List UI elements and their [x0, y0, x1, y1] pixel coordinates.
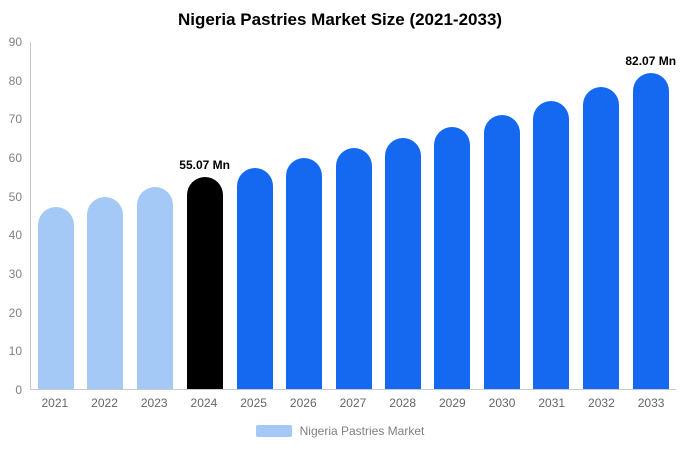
bar-column: [230, 42, 279, 389]
bar-column: 55.07 Mn: [179, 42, 230, 389]
x-tick-label: 2028: [389, 396, 416, 410]
legend-label: Nigeria Pastries Market: [299, 424, 425, 438]
bar-2026[interactable]: [286, 157, 323, 389]
x-tick-label: 2021: [41, 396, 69, 410]
bar-2021[interactable]: [37, 207, 74, 389]
x-tick-label: 2022: [91, 396, 118, 410]
bar-column: [329, 42, 378, 389]
x-tick-label: 2033: [637, 396, 665, 410]
bar-column: [428, 42, 477, 389]
bar-2029[interactable]: [434, 126, 471, 389]
bar-column: [80, 42, 129, 389]
y-tick-label: 0: [15, 383, 22, 397]
y-axis: 0 10 20 30 40 50 60 70 80 90: [0, 36, 26, 396]
plot-area: 55.07 Mn 82.07 Mn: [30, 42, 676, 390]
y-tick-label: 70: [8, 112, 22, 127]
bar-2024[interactable]: [186, 176, 223, 389]
y-tick-label: 10: [8, 344, 22, 359]
y-tick-label: 20: [8, 305, 22, 320]
x-tick-label: 2025: [240, 396, 267, 410]
x-tick-label: 2026: [289, 396, 317, 410]
bar-column: [279, 42, 328, 389]
y-tick-label: 80: [8, 73, 22, 88]
y-tick-label: 30: [8, 267, 22, 281]
bar-column: 82.07 Mn: [625, 42, 676, 389]
x-tick-label: 2030: [488, 396, 516, 410]
legend-swatch: [255, 425, 292, 437]
bar-2033[interactable]: [632, 72, 669, 389]
x-tick-label: 2027: [339, 396, 367, 410]
x-tick-label: 2024: [190, 396, 218, 410]
bar-2023[interactable]: [136, 187, 173, 389]
y-tick-label: 60: [8, 151, 22, 165]
bar-2027[interactable]: [335, 148, 372, 389]
bar-2032[interactable]: [582, 87, 619, 389]
bar-column: [31, 42, 80, 389]
x-tick-label: 2031: [538, 396, 566, 410]
bar-2030[interactable]: [483, 114, 520, 389]
bar-2028[interactable]: [384, 138, 421, 389]
y-tick-label: 90: [8, 35, 22, 49]
bar-2031[interactable]: [533, 100, 570, 389]
bar-2022[interactable]: [87, 197, 124, 389]
x-axis: 2021 2022 2023 2024 2025 2026 2027 2028 2029 2030…: [30, 396, 676, 410]
bar-value-label: 82.07 Mn: [625, 53, 677, 68]
bar-column: [576, 42, 625, 389]
bar-column: [477, 42, 526, 389]
y-tick-label: 50: [8, 189, 22, 204]
bar-column: [378, 42, 427, 389]
x-tick-label: 2029: [438, 396, 466, 410]
bar-value-label: 55.07 Mn: [179, 157, 230, 172]
bar-column: [130, 42, 179, 389]
bar-column: [527, 42, 576, 389]
chart-title: Nigeria Pastries Market Size (2021-2033): [177, 10, 503, 29]
bar-2025[interactable]: [236, 167, 273, 389]
y-tick-label: 40: [8, 228, 22, 243]
x-tick-label: 2023: [140, 396, 168, 410]
x-tick-label: 2032: [588, 396, 615, 410]
legend: Nigeria Pastries Market: [0, 424, 680, 438]
